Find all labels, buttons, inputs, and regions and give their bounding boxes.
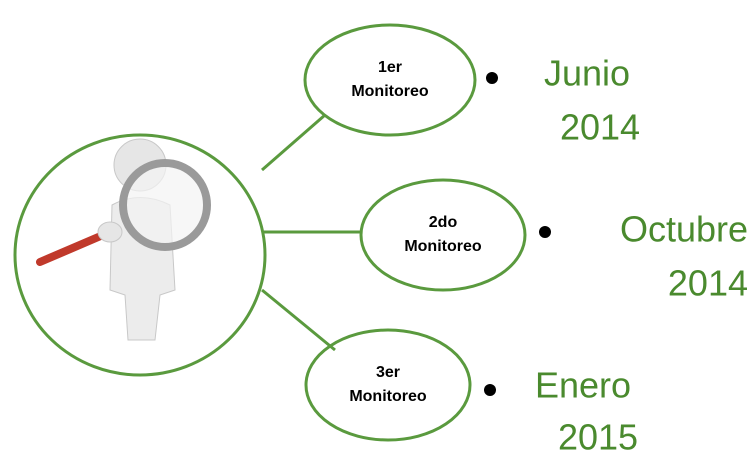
date: Junio <box>544 53 630 94</box>
date: Enero <box>535 365 631 406</box>
date: 2015 <box>558 417 638 456</box>
connector <box>262 115 325 170</box>
date: 2014 <box>668 263 748 304</box>
bullet <box>486 72 498 84</box>
node-ellipse <box>361 180 525 290</box>
node-label: Monitoreo <box>349 388 427 405</box>
icon-figure <box>40 139 207 340</box>
bullet <box>539 226 551 238</box>
node-ellipse <box>305 25 475 135</box>
node-ellipse <box>306 330 470 440</box>
node-label: Monitoreo <box>404 238 482 255</box>
node-label: 3er <box>376 364 400 381</box>
date: 2014 <box>560 107 640 148</box>
node-label: 1er <box>378 59 402 76</box>
date: Octubre <box>620 209 748 250</box>
bullet <box>484 384 496 396</box>
diagram: 1er Monitoreo 2do Monitoreo 3er Monitore… <box>0 0 753 456</box>
node-label: 2do <box>429 214 458 231</box>
node-label: Monitoreo <box>351 83 429 100</box>
connector <box>262 290 335 350</box>
